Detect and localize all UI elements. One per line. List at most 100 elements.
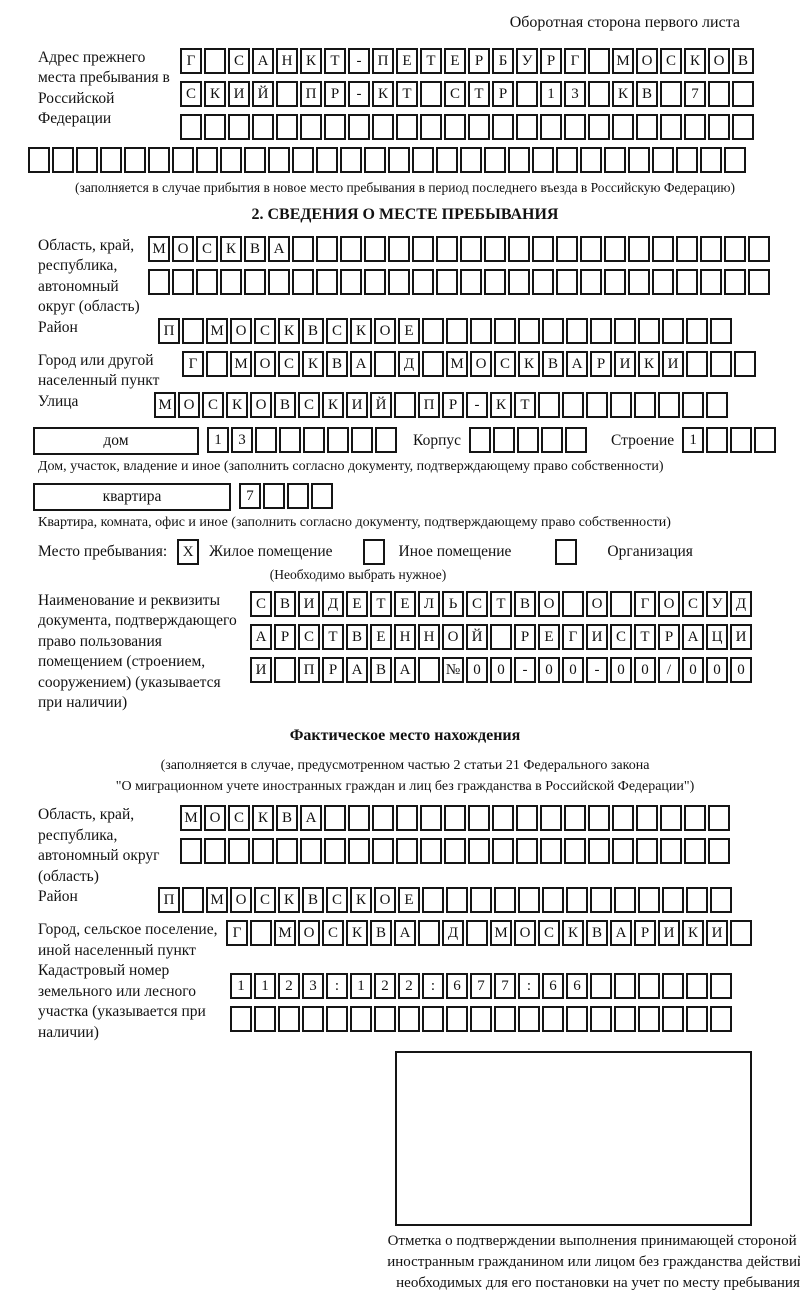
char-box[interactable]: О (636, 48, 658, 74)
char-box[interactable]: И (250, 656, 272, 683)
char-box[interactable] (730, 426, 753, 453)
char-box[interactable] (388, 236, 410, 262)
char-box[interactable]: Т (324, 48, 346, 74)
char-box[interactable] (590, 973, 612, 1000)
char-box[interactable] (638, 887, 660, 914)
char-box[interactable] (708, 805, 730, 832)
char-box[interactable]: Р (324, 81, 346, 107)
char-box[interactable]: С (466, 590, 488, 617)
char-box[interactable] (614, 973, 636, 1000)
char-box[interactable] (724, 236, 746, 262)
char-box[interactable] (396, 838, 418, 865)
char-box[interactable]: М (274, 920, 296, 947)
char-box[interactable] (220, 269, 242, 295)
checkbox-inoe[interactable] (362, 538, 385, 565)
char-box[interactable]: И (706, 920, 728, 947)
char-box[interactable]: У (706, 590, 728, 617)
char-box[interactable] (652, 147, 674, 173)
char-box[interactable] (375, 426, 397, 453)
char-box[interactable] (532, 147, 554, 173)
char-box[interactable]: С (298, 391, 320, 418)
char-box[interactable] (638, 317, 660, 344)
char-box[interactable] (444, 805, 466, 832)
char-box[interactable]: 1 (350, 973, 372, 1000)
char-box[interactable]: А (394, 920, 416, 947)
char-box[interactable] (374, 350, 396, 377)
char-box[interactable] (658, 391, 680, 418)
char-box[interactable] (708, 81, 730, 107)
char-box[interactable]: С (610, 623, 632, 650)
char-box[interactable] (276, 838, 298, 865)
char-box[interactable] (748, 236, 770, 262)
char-box[interactable]: К (684, 48, 706, 74)
char-box[interactable] (436, 147, 458, 173)
char-box[interactable]: А (300, 805, 322, 832)
char-box[interactable] (580, 269, 602, 295)
char-box[interactable] (420, 81, 442, 107)
char-box[interactable]: В (636, 81, 658, 107)
char-box[interactable] (254, 1006, 276, 1033)
char-box[interactable]: П (158, 887, 180, 914)
char-box[interactable] (418, 656, 440, 683)
char-box[interactable]: С (444, 81, 466, 107)
char-box[interactable] (444, 838, 466, 865)
char-box[interactable]: Р (540, 48, 562, 74)
char-box[interactable]: К (350, 317, 372, 344)
char-box[interactable] (580, 236, 602, 262)
char-box[interactable] (662, 887, 684, 914)
char-box[interactable] (484, 236, 506, 262)
char-box[interactable]: К (372, 81, 394, 107)
char-box[interactable] (292, 236, 314, 262)
char-box[interactable]: М (230, 350, 252, 377)
char-box[interactable]: С (202, 391, 224, 418)
char-box[interactable]: О (254, 350, 276, 377)
char-box[interactable]: Г (564, 48, 586, 74)
char-box[interactable] (470, 887, 492, 914)
char-box[interactable]: Р (658, 623, 680, 650)
char-box[interactable]: Й (466, 623, 488, 650)
char-box[interactable] (182, 317, 204, 344)
char-box[interactable]: 1 (207, 426, 229, 453)
char-box[interactable]: С (180, 81, 202, 107)
char-box[interactable] (542, 1006, 564, 1033)
char-box[interactable] (302, 1006, 324, 1033)
char-box[interactable] (148, 269, 170, 295)
char-box[interactable]: К (612, 81, 634, 107)
char-box[interactable] (422, 887, 444, 914)
char-box[interactable] (292, 147, 314, 173)
char-box[interactable] (732, 114, 754, 140)
char-box[interactable]: С (254, 317, 276, 344)
char-box[interactable]: К (490, 391, 512, 418)
char-box[interactable] (686, 973, 708, 1000)
char-box[interactable]: Р (492, 81, 514, 107)
char-box[interactable] (274, 656, 296, 683)
char-box[interactable]: Е (396, 48, 418, 74)
char-box[interactable]: - (514, 656, 536, 683)
char-box[interactable] (564, 838, 586, 865)
char-box[interactable]: Е (398, 317, 420, 344)
char-box[interactable] (422, 1006, 444, 1033)
char-box[interactable] (204, 114, 226, 140)
char-box[interactable] (398, 1006, 420, 1033)
char-box[interactable]: Р (442, 391, 464, 418)
char-box[interactable] (316, 236, 338, 262)
char-box[interactable]: Е (398, 887, 420, 914)
char-box[interactable] (610, 590, 632, 617)
char-box[interactable] (652, 236, 674, 262)
char-box[interactable]: В (732, 48, 754, 74)
char-box[interactable]: А (252, 48, 274, 74)
char-box[interactable]: К (300, 48, 322, 74)
checkbox-organizatsiya[interactable] (555, 538, 578, 565)
char-box[interactable]: С (538, 920, 560, 947)
char-box[interactable] (662, 973, 684, 1000)
char-box[interactable]: Т (420, 48, 442, 74)
char-box[interactable]: М (154, 391, 176, 418)
char-box[interactable] (724, 147, 746, 173)
char-box[interactable] (638, 973, 660, 1000)
char-box[interactable] (684, 805, 706, 832)
char-box[interactable]: О (172, 236, 194, 262)
char-box[interactable] (540, 114, 562, 140)
char-box[interactable]: С (196, 236, 218, 262)
char-box[interactable]: И (614, 350, 636, 377)
char-box[interactable]: И (346, 391, 368, 418)
